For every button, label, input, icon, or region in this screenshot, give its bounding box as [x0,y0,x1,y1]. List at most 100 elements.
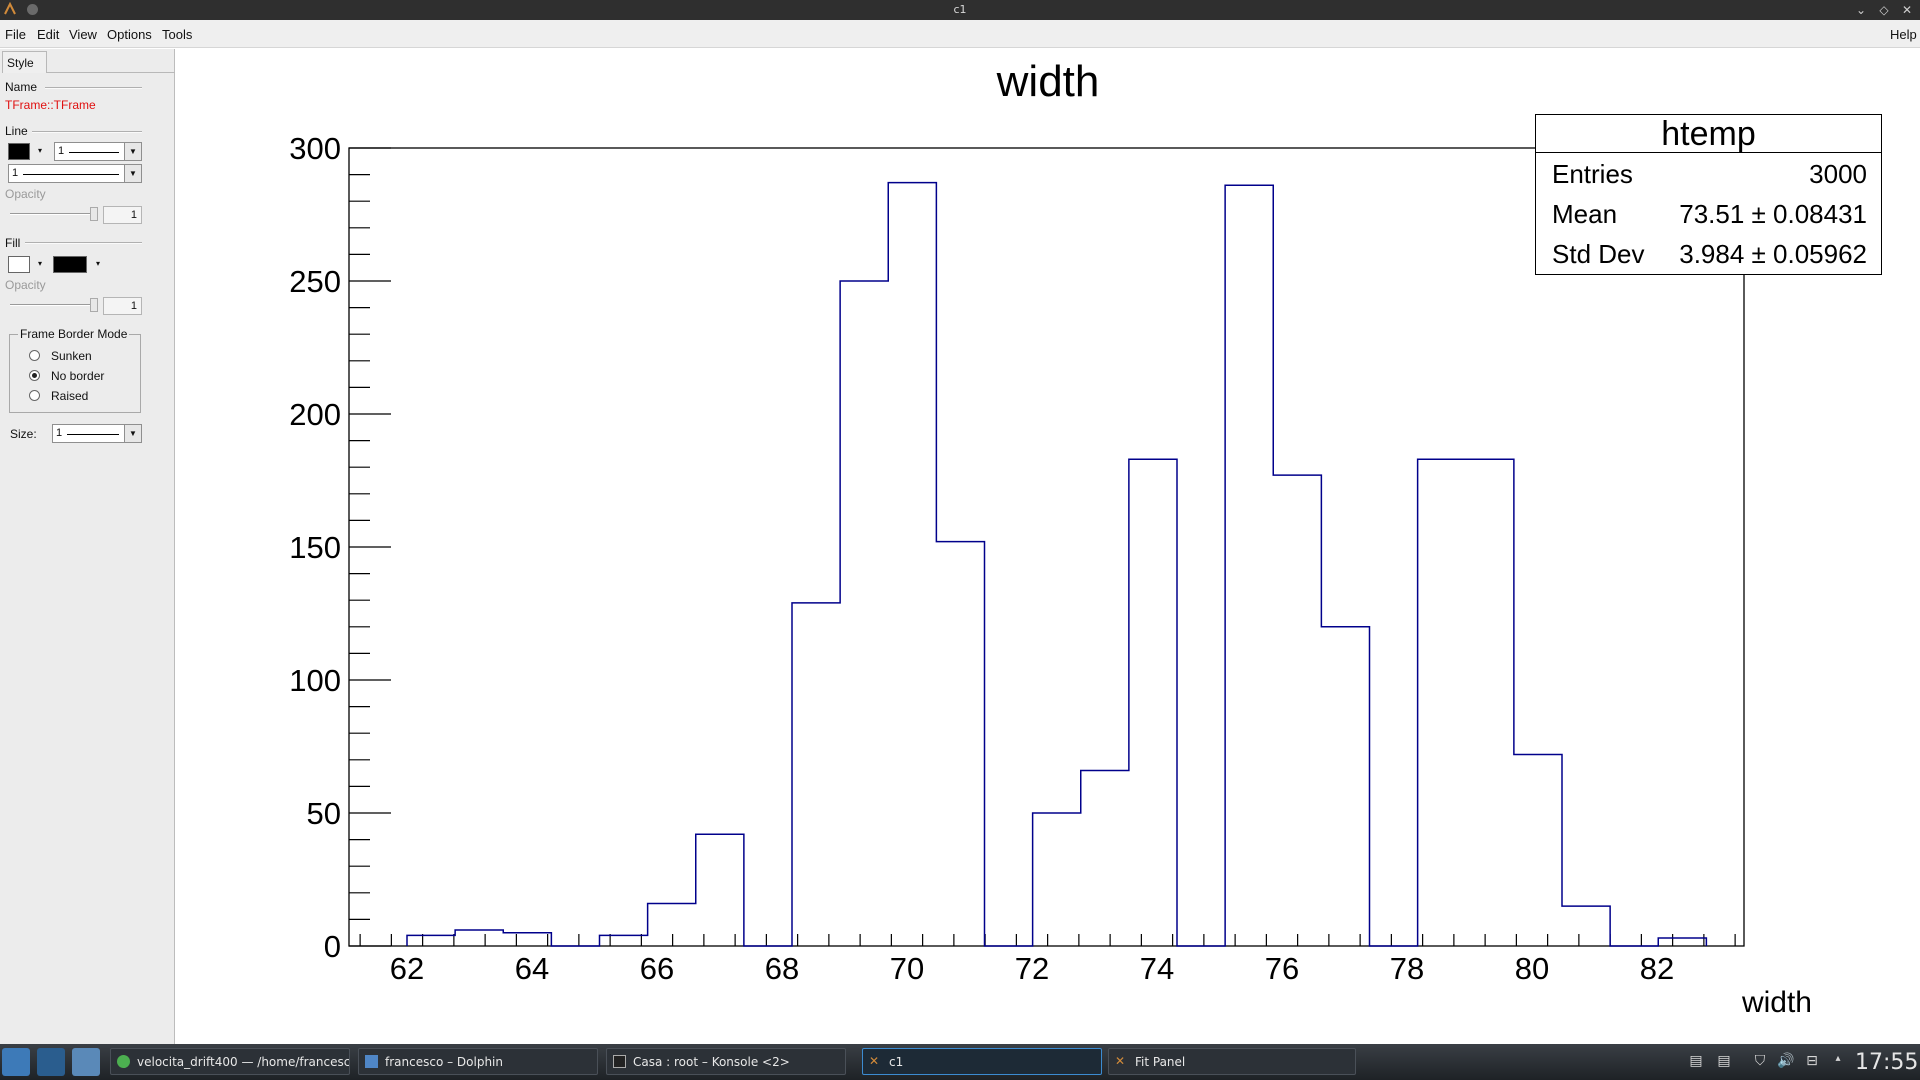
size-combo[interactable]: 1 ▼ [52,424,142,443]
chevron-down-icon[interactable]: ▼ [124,425,141,442]
name-label: Name [5,80,38,94]
task-label: francesco – Dolphin [385,1055,503,1069]
tab-style[interactable]: Style [2,51,47,73]
line-width-combo[interactable]: 1 ▼ [54,142,142,161]
size-label: Size: [10,427,37,441]
clock: 17:55 [1855,1050,1919,1075]
close-icon[interactable]: ✕ [1901,3,1913,17]
stats-row-entries: Entries 3000 [1536,153,1881,193]
tray-expand-icon[interactable]: ▴ [1835,1053,1841,1064]
line-opacity-field[interactable]: 1 [103,206,142,224]
slider-thumb[interactable] [90,207,98,221]
fill-opacity-field[interactable]: 1 [103,297,142,315]
line-style-value: 1 [12,167,19,179]
line-style-preview [23,174,119,175]
object-name: TFrame::TFrame [5,98,96,112]
task-label: c1 [889,1055,904,1069]
shield-icon[interactable]: ⛉ [1754,1053,1766,1069]
tab-divider [47,72,175,73]
style-editor-panel: Style Name TFrame::TFrame Line ▾ 1 ▼ 1 ▼… [0,49,175,1044]
folder-icon [365,1055,378,1068]
radio-selected-icon[interactable] [29,370,40,381]
chevron-down-icon[interactable]: ▼ [124,165,141,182]
task-label: velocita_drift400 — /home/francesco/ [137,1055,350,1069]
menu-options[interactable]: Options [107,27,152,42]
minimize-icon[interactable]: ⌄ [1855,3,1867,17]
root-app-icon: ✕ [1115,1054,1126,1068]
radio-raised[interactable]: Raised [29,389,88,403]
menu-help[interactable]: Help [1890,27,1917,42]
radio-raised-label: Raised [51,389,89,403]
line-width-preview [69,152,119,153]
line-label: Line [5,124,28,138]
chevron-down-icon[interactable]: ▼ [124,143,141,160]
task-label: Casa : root – Konsole <2> [633,1055,790,1069]
root-app-icon: ✕ [869,1054,880,1068]
task-label: Fit Panel [1135,1055,1186,1069]
menu-tools[interactable]: Tools [162,27,193,42]
menu-edit[interactable]: Edit [37,27,60,42]
radio-icon[interactable] [29,350,40,361]
taskbar: velocita_drift400 — /home/francesco/ fra… [0,1044,1920,1080]
radio-no-border[interactable]: No border [29,369,104,383]
stddev-label: Std Dev [1552,239,1645,269]
desktop-pager-icon[interactable]: ▤ [1689,1053,1703,1069]
task-konsole[interactable]: Casa : root – Konsole <2> [606,1048,846,1075]
fill-pattern-swatch[interactable] [53,256,87,273]
size-value: 1 [56,427,63,439]
frame-border-mode-group: Frame Border Mode Sunken No border Raise… [9,327,141,413]
radio-no-border-label: No border [51,369,105,383]
stats-box[interactable]: htemp Entries 3000 Mean 73.51 ± 0.08431 … [1535,114,1882,275]
fill-opacity-slider[interactable] [10,298,98,312]
root-app-icon [4,2,16,15]
line-color-swatch[interactable] [8,143,30,160]
window-title: c1 [953,3,967,16]
line-separator [32,131,142,133]
stats-row-mean: Mean 73.51 ± 0.08431 [1536,193,1881,233]
maximize-icon[interactable]: ◇ [1879,3,1889,17]
menu-bar: File Edit View Options Tools Help [0,20,1920,48]
show-desktop-icon[interactable] [37,1048,65,1076]
menu-view[interactable]: View [69,27,97,42]
line-opacity-label: Opacity [5,187,46,201]
radio-icon[interactable] [29,390,40,401]
line-color-dropdown-icon[interactable]: ▾ [38,146,43,155]
mean-value: 73.51 ± 0.08431 [1679,199,1867,229]
terminal-icon [613,1055,626,1068]
volume-icon[interactable]: 🔊 [1777,1053,1795,1069]
line-style-combo[interactable]: 1 ▼ [8,164,142,183]
menu-file[interactable]: File [5,27,26,42]
task-dolphin[interactable]: francesco – Dolphin [358,1048,598,1075]
task-velocita[interactable]: velocita_drift400 — /home/francesco/ [110,1048,350,1075]
line-width-value: 1 [58,145,65,157]
browser-icon [117,1055,130,1068]
fill-color-dropdown-icon[interactable]: ▾ [38,259,43,268]
network-icon[interactable]: ⊟ [1806,1053,1818,1069]
task-c1[interactable]: ✕ c1 [862,1048,1102,1075]
stddev-value: 3.984 ± 0.05962 [1679,239,1867,269]
fill-opacity-label: Opacity [5,278,46,292]
fill-separator [25,242,142,244]
mean-label: Mean [1552,199,1618,229]
window-titlebar: c1 ⌄ ◇ ✕ [0,0,1920,20]
fill-color-swatch[interactable] [8,256,30,273]
slider-track [10,304,98,306]
slider-thumb[interactable] [90,298,98,312]
name-separator [45,87,142,89]
file-manager-icon[interactable] [72,1048,100,1076]
pin-icon[interactable] [27,4,38,15]
frame-border-mode-title: Frame Border Mode [18,327,130,341]
stats-row-stddev: Std Dev 3.984 ± 0.05962 [1536,233,1881,273]
slider-track [10,213,98,215]
task-fit-panel[interactable]: ✕ Fit Panel [1108,1048,1356,1075]
radio-sunken-label: Sunken [51,349,92,363]
entries-value: 3000 [1809,159,1867,189]
stats-title: htemp [1536,115,1881,153]
application-menu-icon[interactable] [2,1048,30,1076]
line-opacity-slider[interactable] [10,207,98,221]
radio-sunken[interactable]: Sunken [29,349,92,363]
fill-label: Fill [5,236,21,250]
desktop-pager-icon[interactable]: ▤ [1717,1053,1731,1069]
entries-label: Entries [1552,159,1633,189]
fill-pattern-dropdown-icon[interactable]: ▾ [96,259,101,268]
